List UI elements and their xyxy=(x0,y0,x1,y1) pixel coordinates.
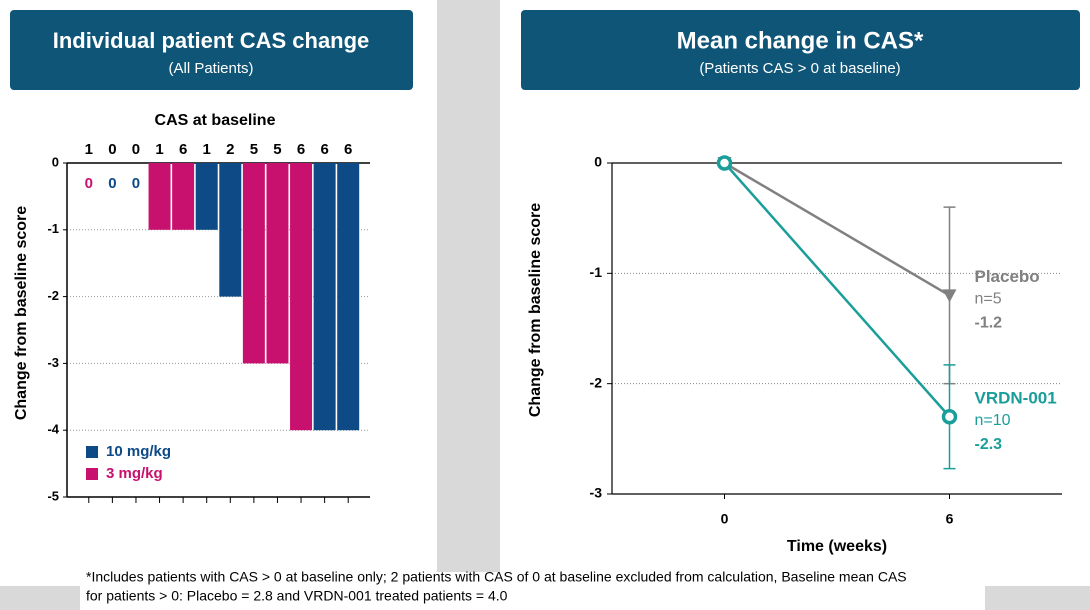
footer-band xyxy=(0,586,80,610)
x-axis-title: Time (weeks) xyxy=(787,538,887,555)
series-label: VRDN-001 xyxy=(975,388,1057,407)
category-label: 5 xyxy=(250,141,258,158)
series-line xyxy=(723,162,951,418)
series-annotation: n=5 xyxy=(975,291,1002,308)
marker xyxy=(942,289,957,303)
legend-swatch xyxy=(86,446,98,458)
bar xyxy=(266,163,289,364)
chart-subtitle: (Patients CAS > 0 at baseline) xyxy=(699,60,900,77)
bar xyxy=(313,163,336,431)
category-title: CAS at baseline xyxy=(155,112,276,129)
marker xyxy=(941,409,958,425)
y-tick-label: -3 xyxy=(47,355,59,370)
y-axis-title: Change from baseline score xyxy=(13,206,30,420)
category-label: 6 xyxy=(297,141,305,158)
series-annotation: n=10 xyxy=(975,412,1011,429)
y-tick-label: -4 xyxy=(47,422,59,437)
category-label: 6 xyxy=(179,141,187,158)
category-label: 1 xyxy=(85,141,93,158)
y-axis-title: Change from baseline score xyxy=(527,203,544,417)
category-label: 6 xyxy=(320,141,328,158)
category-label: 6 xyxy=(344,141,352,158)
value-label: 0 xyxy=(132,175,140,192)
marker xyxy=(716,155,733,171)
chart-title: Mean change in CAS* xyxy=(677,27,924,54)
y-tick-label: -5 xyxy=(47,488,59,503)
bar xyxy=(290,163,313,431)
category-label: 2 xyxy=(226,141,234,158)
series-label: Placebo xyxy=(975,267,1040,286)
bar xyxy=(337,163,360,431)
bar xyxy=(195,163,218,230)
y-tick-label: -3 xyxy=(590,485,603,501)
y-tick-label: -2 xyxy=(590,374,603,390)
bar xyxy=(219,163,242,297)
legend-label: 3 mg/kg xyxy=(106,465,163,482)
value-label: 0 xyxy=(108,175,116,192)
legend-swatch xyxy=(86,468,98,480)
category-label: 5 xyxy=(273,141,281,158)
footnote: for patients > 0: Placebo = 2.8 and VRDN… xyxy=(86,588,508,604)
y-tick-label: 0 xyxy=(52,154,59,169)
bar xyxy=(242,163,265,364)
bar xyxy=(172,163,195,230)
category-label: 1 xyxy=(155,141,163,158)
y-tick-label: 0 xyxy=(594,154,602,170)
value-label: 0 xyxy=(85,175,93,192)
value-label: -1.2 xyxy=(975,315,1003,332)
footer-band xyxy=(985,586,1090,610)
x-tick-label: 0 xyxy=(721,511,729,527)
series-line xyxy=(723,161,951,297)
chart-subtitle: (All Patients) xyxy=(168,60,253,77)
bar xyxy=(148,163,171,230)
header-box xyxy=(10,10,413,90)
category-label: 0 xyxy=(132,141,140,158)
x-tick-label: 6 xyxy=(946,511,954,527)
legend-label: 10 mg/kg xyxy=(106,443,171,460)
y-tick-label: -1 xyxy=(590,264,603,280)
footnote: *Includes patients with CAS > 0 at basel… xyxy=(86,569,907,585)
y-tick-label: -1 xyxy=(47,221,59,236)
divider xyxy=(437,0,500,572)
y-tick-label: -2 xyxy=(47,288,59,303)
category-label: 1 xyxy=(203,141,211,158)
header-box xyxy=(521,10,1080,90)
chart-title: Individual patient CAS change xyxy=(53,28,370,53)
value-label: -2.3 xyxy=(975,436,1003,453)
category-label: 0 xyxy=(108,141,116,158)
